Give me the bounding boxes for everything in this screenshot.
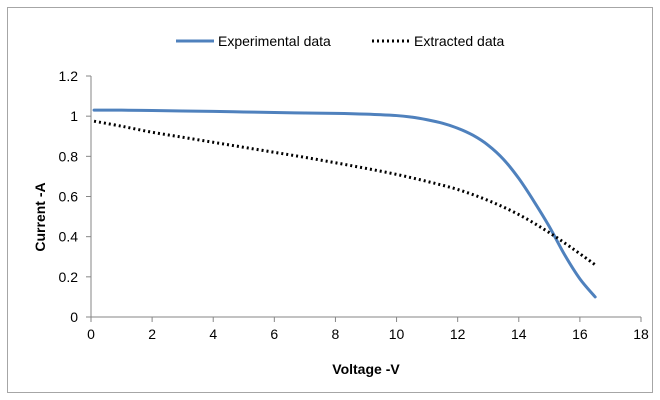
x-tick-label: 4 — [209, 326, 217, 342]
y-tick-label: 0.4 — [59, 229, 79, 245]
x-tick-label: 16 — [572, 326, 588, 342]
chart-area — [7, 7, 653, 393]
y-tick-label: 0.8 — [59, 148, 79, 164]
series-line-experimental — [92, 108, 597, 299]
y-tick-label: 0 — [70, 309, 78, 325]
x-tick-label: 18 — [633, 326, 649, 342]
x-tick-label: 10 — [389, 326, 405, 342]
legend-label-experimental: Experimental data — [218, 33, 331, 49]
series-line-extracted — [93, 119, 597, 266]
x-tick-label: 2 — [148, 326, 156, 342]
tick-labels: 0 2 4 6 8 10 12 14 16 18 0 0.2 0.4 0.6 0.8 1 1.2 — [59, 68, 649, 342]
x-tick-label: 12 — [450, 326, 466, 342]
axes — [86, 75, 642, 322]
x-axis-title: Voltage -V — [332, 361, 400, 377]
legend-label-extracted: Extracted data — [414, 33, 504, 49]
y-tick-label: 1 — [70, 108, 78, 124]
y-tick-label: 1.2 — [59, 68, 79, 84]
y-tick-label: 0.6 — [59, 189, 79, 205]
y-axis-title: Current -A — [32, 182, 48, 251]
legend: Experimental data Extracted data — [176, 33, 504, 49]
x-tick-label: 14 — [511, 326, 527, 342]
y-tick-label: 0.2 — [59, 269, 79, 285]
series-lines — [92, 108, 597, 299]
x-tick-label: 6 — [270, 326, 278, 342]
x-tick-label: 8 — [332, 326, 340, 342]
x-tick-label: 0 — [87, 326, 95, 342]
